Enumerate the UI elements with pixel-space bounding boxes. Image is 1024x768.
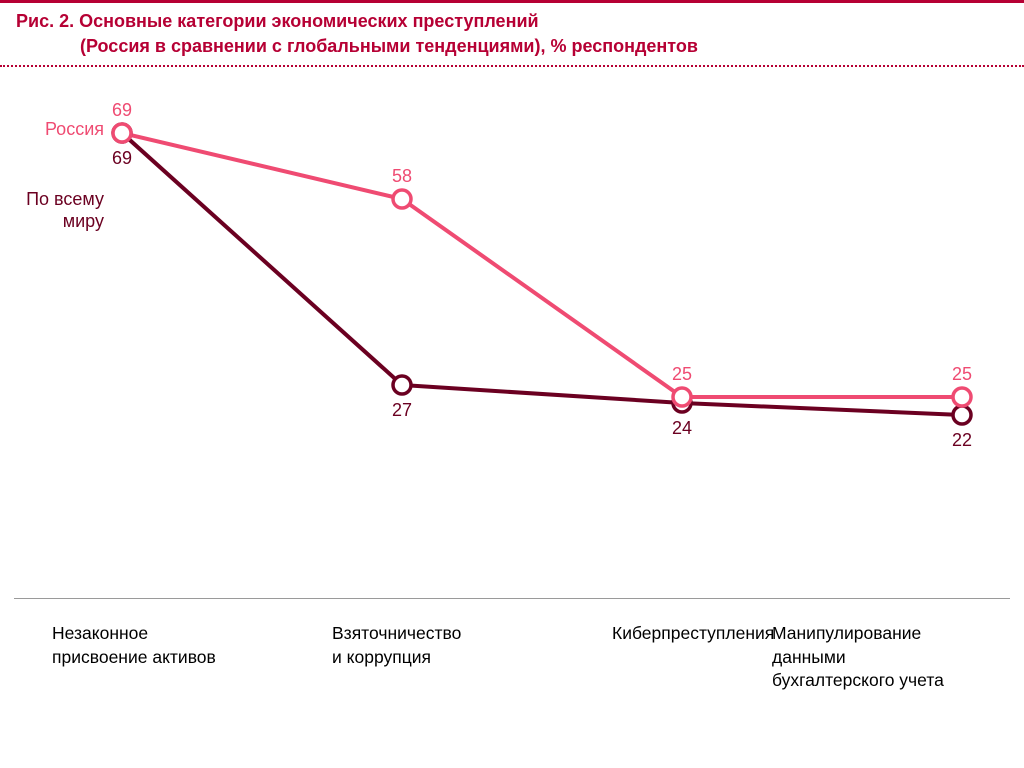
chart-area: Россия По всему миру 69 58 25 25 69 27 24 22 <box>12 77 1012 597</box>
category-labels-row: Незаконное присвоение активов Взяточничес… <box>0 622 1024 742</box>
series-line-world <box>122 133 962 415</box>
value-label-russia-2: 25 <box>672 364 692 385</box>
value-label-world-1: 27 <box>392 400 412 421</box>
x-axis-line <box>14 598 1010 599</box>
value-label-russia-0: 69 <box>112 100 132 121</box>
chart-title-line1: Рис. 2. Основные категории экономических… <box>16 9 1024 34</box>
marker-russia-2 <box>673 388 691 406</box>
marker-russia-3 <box>953 388 971 406</box>
category-label-1: Взяточничество и коррупция <box>332 622 461 669</box>
value-label-russia-3: 25 <box>952 364 972 385</box>
marker-world-3 <box>953 406 971 424</box>
value-label-russia-1: 58 <box>392 166 412 187</box>
value-label-world-0: 69 <box>112 148 132 169</box>
marker-world-1 <box>393 376 411 394</box>
legend-russia: Россия <box>45 119 104 141</box>
category-label-3: Манипулирование данными бухгалтерского у… <box>772 622 944 693</box>
chart-title-block: Рис. 2. Основные категории экономических… <box>0 0 1024 59</box>
series-line-russia <box>122 133 962 397</box>
title-dotted-rule <box>0 65 1024 67</box>
category-label-2: Киберпреступления <box>612 622 774 646</box>
value-label-world-2: 24 <box>672 418 692 439</box>
marker-russia-1 <box>393 190 411 208</box>
marker-russia-0 <box>113 124 131 142</box>
chart-svg <box>12 77 1012 597</box>
category-label-0: Незаконное присвоение активов <box>52 622 216 669</box>
value-label-world-3: 22 <box>952 430 972 451</box>
chart-title-line2: (Россия в сравнении с глобальными тенден… <box>16 34 1024 59</box>
legend-world: По всему миру <box>26 189 104 232</box>
